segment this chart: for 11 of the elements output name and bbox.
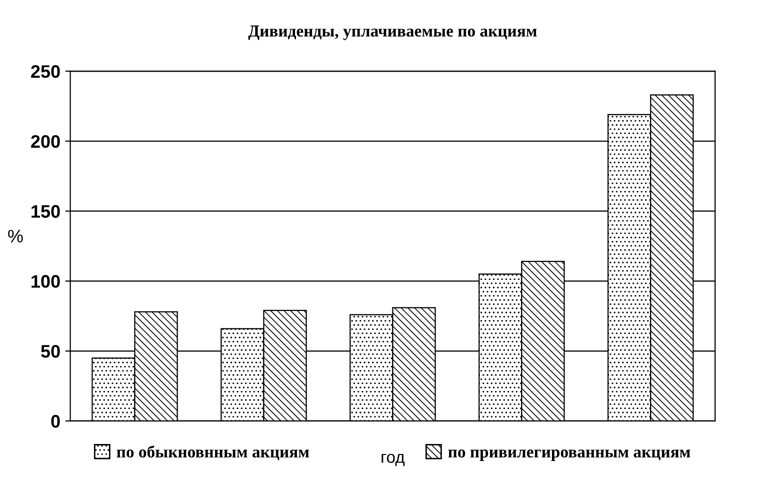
x-axis-title: год	[382, 454, 405, 466]
y-tick-label: 150	[32, 205, 60, 218]
y-axis-title: %	[8, 230, 23, 242]
y-tick-label: 0	[51, 414, 60, 428]
legend-label: по обыкновнным акциям	[116, 445, 309, 460]
y-tick-label: 50	[41, 344, 60, 358]
y-tick-label: 250	[31, 65, 60, 78]
y-tick-label: 200	[31, 135, 60, 148]
legend-label: по привилегированным акциям	[448, 450, 690, 461]
y-tick-label: 100	[32, 275, 60, 288]
chart-title: Дивиденды, уплачиваемые по акциям	[248, 26, 537, 40]
